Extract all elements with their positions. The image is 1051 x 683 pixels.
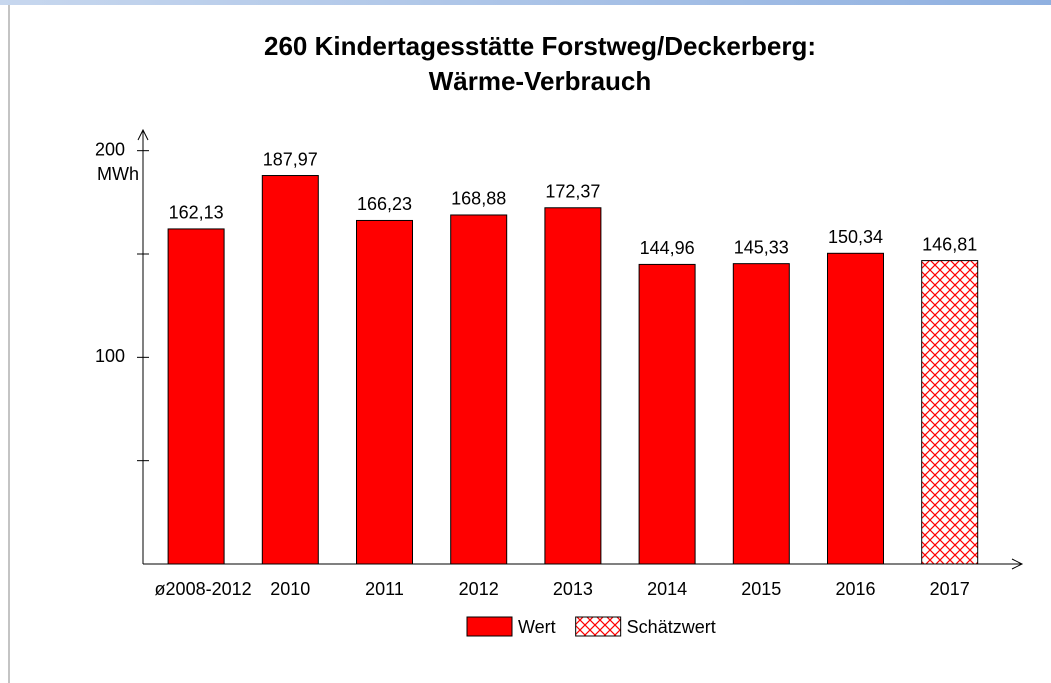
value-label: 145,33 (734, 237, 789, 257)
bar (167, 228, 225, 565)
x-tick-label: 2013 (553, 579, 593, 599)
legend-swatch (575, 616, 622, 637)
bar (638, 263, 696, 565)
frame-top (0, 0, 1051, 5)
value-label: 150,34 (828, 227, 883, 247)
x-tick-label: 2015 (741, 579, 781, 599)
y-tick-label: 200 (95, 139, 125, 159)
x-tick-label: 2012 (459, 579, 499, 599)
bar (261, 175, 319, 565)
bar (544, 207, 602, 565)
x-tick-label: 2017 (930, 579, 970, 599)
bar (827, 252, 884, 565)
x-tick-label: 2011 (365, 579, 404, 599)
legend-label: Wert (518, 617, 556, 637)
chart-title: Wärme-Verbrauch (429, 66, 652, 96)
bar (356, 219, 413, 565)
x-tick-label: 2010 (270, 579, 310, 599)
bar (450, 214, 508, 565)
y-tick-label: 100 (95, 346, 125, 366)
value-label: 166,23 (357, 194, 412, 214)
bar (732, 263, 790, 565)
chart-title: 260 Kindertagesstätte Forstweg/Deckerber… (264, 31, 816, 61)
y-unit: MWh (97, 164, 139, 184)
value-label: 187,97 (263, 149, 318, 169)
x-tick-label: 2014 (647, 579, 687, 599)
value-label: 144,96 (640, 238, 695, 258)
value-label: 168,88 (451, 189, 506, 209)
legend-label: Schätzwert (627, 617, 716, 637)
x-tick-label: ø2008-2012 (155, 579, 252, 599)
x-tick-label: 2016 (835, 579, 875, 599)
bar (921, 260, 979, 565)
value-label: 146,81 (922, 234, 977, 254)
value-label: 162,13 (169, 203, 224, 223)
legend-swatch (466, 616, 513, 637)
y-axis (137, 128, 149, 564)
value-label: 172,37 (545, 182, 600, 202)
